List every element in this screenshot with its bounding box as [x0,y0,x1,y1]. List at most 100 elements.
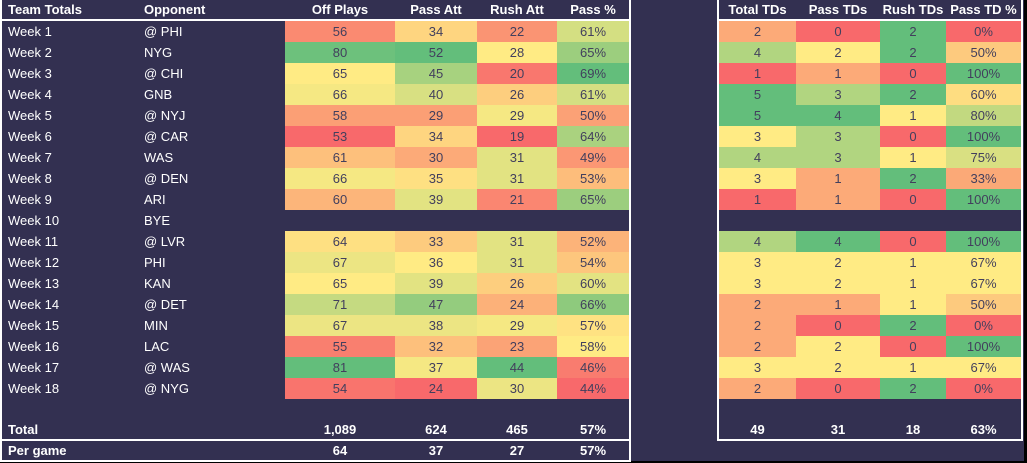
week-label[interactable]: Week 14 [8,297,60,312]
rush-tds-cell[interactable]: 1 [880,357,946,378]
pass-pct-cell[interactable]: 66% [557,294,629,315]
opponent-cell[interactable]: GNB [144,87,173,102]
week-label[interactable]: Week 7 [8,150,52,165]
total-tds-cell[interactable]: 2 [719,336,796,357]
rush-att-cell[interactable]: 29 [477,315,557,336]
pass-tds-cell[interactable]: 2 [796,273,880,294]
pass-tds-cell[interactable]: 0 [796,21,880,42]
pass-td-pct-cell[interactable]: 80% [946,105,1021,126]
pass-tds-cell[interactable]: 3 [796,147,880,168]
per-game-off-plays[interactable]: 64 [332,443,348,458]
opponent-cell[interactable]: LAC [144,339,170,354]
pass-td-pct-cell[interactable]: 50% [946,42,1021,63]
total-tds-cell[interactable]: 3 [719,126,796,147]
pass-att-cell[interactable]: 47 [395,294,477,315]
pass-att-cell[interactable]: 36 [395,252,477,273]
total-tds-cell[interactable]: 2 [719,294,796,315]
pass-tds-cell[interactable]: 1 [796,189,880,210]
total-tds-cell[interactable]: 3 [719,168,796,189]
rush-tds-cell[interactable]: 0 [880,231,946,252]
off-plays-cell[interactable]: 64 [285,231,395,252]
pass-att-cell[interactable]: 40 [395,84,477,105]
off-plays-cell[interactable]: 56 [285,21,395,42]
off-plays-cell[interactable]: 53 [285,126,395,147]
rush-att-cell[interactable]: 31 [477,168,557,189]
week-label[interactable]: Week 5 [8,108,52,123]
pass-tds-cell[interactable]: 4 [796,231,880,252]
total-tds-cell[interactable]: 2 [719,315,796,336]
week-label[interactable]: Week 4 [8,87,52,102]
pass-pct-cell[interactable]: 58% [557,336,629,357]
header-off-plays[interactable]: Off Plays [311,2,369,17]
opponent-cell[interactable]: @ CAR [144,129,189,144]
rush-tds-cell[interactable]: 1 [880,252,946,273]
rush-att-cell[interactable]: 20 [477,63,557,84]
pass-att-cell[interactable]: 45 [395,63,477,84]
header-pass-td-pct[interactable]: Pass TD % [950,2,1017,17]
off-plays-cell[interactable]: 81 [285,357,395,378]
per-game-pass-att[interactable]: 37 [428,443,444,458]
off-plays-cell[interactable]: 66 [285,84,395,105]
rush-att-cell[interactable]: 44 [477,357,557,378]
rush-att-cell[interactable]: 31 [477,147,557,168]
rush-tds-cell[interactable]: 1 [880,273,946,294]
pass-td-pct-cell[interactable]: 50% [946,294,1021,315]
opponent-cell[interactable]: BYE [144,213,171,228]
rush-att-cell[interactable]: 23 [477,336,557,357]
off-plays-cell[interactable]: 67 [285,252,395,273]
rush-tds-cell[interactable]: 1 [880,147,946,168]
pass-pct-cell[interactable]: 61% [557,84,629,105]
week-label[interactable]: Week 11 [8,234,59,249]
rush-tds-cell[interactable]: 2 [880,378,946,399]
total-pass-pct[interactable]: 57% [579,422,607,437]
week-label[interactable]: Week 6 [8,129,52,144]
pass-tds-cell[interactable]: 2 [796,42,880,63]
pass-att-cell[interactable]: 24 [395,378,477,399]
off-plays-cell[interactable]: 55 [285,336,395,357]
pass-att-cell[interactable]: 33 [395,231,477,252]
pass-tds-cell[interactable]: 2 [796,252,880,273]
total-tds-cell[interactable]: 3 [719,252,796,273]
pass-pct-cell[interactable]: 44% [557,378,629,399]
total-tds-cell[interactable]: 5 [719,105,796,126]
rush-att-cell[interactable]: 30 [477,378,557,399]
pass-td-pct-cell[interactable]: 100% [946,189,1021,210]
pass-pct-cell[interactable]: 46% [557,357,629,378]
week-label[interactable]: Week 8 [8,171,52,186]
total-label[interactable]: Total [8,422,39,437]
opponent-cell[interactable]: PHI [144,255,166,270]
total-tds-cell[interactable]: 4 [719,231,796,252]
rush-att-cell[interactable]: 29 [477,105,557,126]
rush-att-cell[interactable]: 22 [477,21,557,42]
pass-att-cell[interactable]: 38 [395,315,477,336]
opponent-cell[interactable]: @ NYG [144,381,189,396]
off-plays-cell[interactable]: 67 [285,315,395,336]
off-plays-cell[interactable] [285,210,395,231]
pass-tds-cell[interactable]: 1 [796,168,880,189]
off-plays-cell[interactable]: 71 [285,294,395,315]
pass-tds-cell[interactable]: 0 [796,378,880,399]
rush-tds-cell[interactable]: 0 [880,336,946,357]
per-game-pass-pct[interactable]: 57% [579,443,607,458]
pass-td-pct-cell[interactable]: 100% [946,63,1021,84]
total-pass-att[interactable]: 624 [425,422,447,437]
pass-pct-cell[interactable] [557,210,629,231]
week-label[interactable]: Week 1 [8,24,52,39]
pass-tds-cell[interactable]: 1 [796,63,880,84]
opponent-cell[interactable]: NYG [144,45,173,60]
pass-pct-cell[interactable]: 65% [557,189,629,210]
pass-td-pct-cell[interactable]: 67% [946,252,1021,273]
total-off-plays[interactable]: 1,089 [323,422,357,437]
opponent-cell[interactable]: WAS [144,150,174,165]
pass-tds-cell[interactable]: 3 [796,84,880,105]
opponent-cell[interactable]: @ WAS [144,360,190,375]
header-team-totals[interactable]: Team Totals [8,2,82,17]
rush-tds-cell[interactable]: 2 [880,315,946,336]
opponent-cell[interactable]: @ LVR [144,234,186,249]
total-tds-cell[interactable]: 2 [719,21,796,42]
rush-tds-cell[interactable]: 0 [880,126,946,147]
rush-tds-cell[interactable]: 1 [880,294,946,315]
total-tds-cell[interactable]: 5 [719,84,796,105]
pass-att-cell[interactable] [395,210,477,231]
header-rush-att[interactable]: Rush Att [490,2,544,17]
